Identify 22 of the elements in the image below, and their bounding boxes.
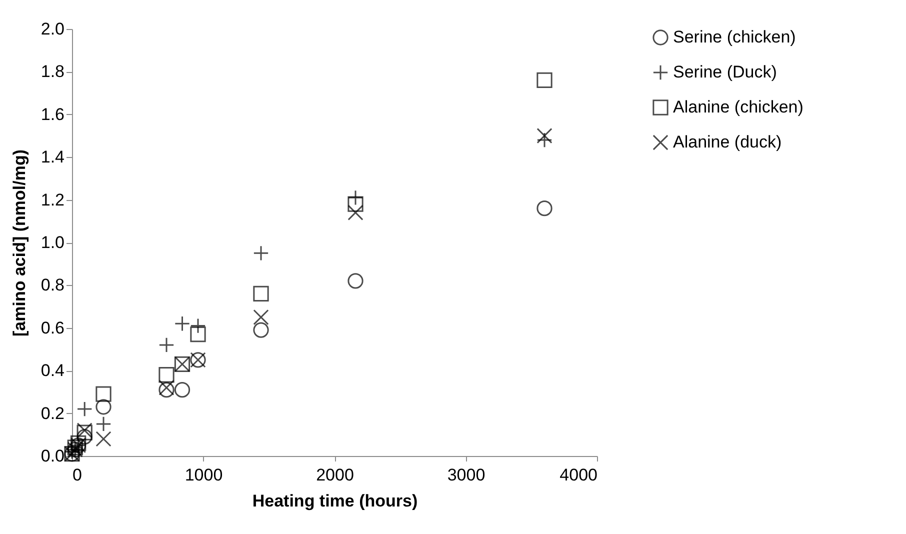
legend-label: Alanine (duck): [673, 132, 782, 152]
x-axis-title: Heating time (hours): [252, 492, 418, 510]
y-tick-label: 0.0: [40, 446, 64, 466]
y-tick-label: 1.4: [40, 148, 64, 167]
x-tick-label: 1000: [184, 466, 223, 484]
y-tick-label: 0.8: [40, 276, 64, 295]
x-tick-label: 3000: [447, 466, 486, 484]
x-tick-label: 0: [72, 466, 82, 484]
y-tick-label: 1.8: [40, 62, 64, 82]
y-tick-label: 1.0: [40, 233, 64, 252]
legend-label: Serine (Duck): [673, 62, 777, 82]
x-tick-label: 2000: [316, 466, 354, 484]
y-axis-title: [amino acid] (nmol/mg): [10, 150, 29, 336]
y-tick-label: 2.0: [40, 20, 64, 38]
legend-label: Alanine (chicken): [673, 98, 804, 116]
y-tick-label: 1.6: [40, 104, 64, 124]
y-tick-label: 0.2: [40, 404, 64, 423]
y-tick-label: 0.6: [40, 318, 64, 338]
x-tick-label: 4000: [560, 466, 598, 484]
y-tick-label: 0.4: [40, 361, 64, 380]
y-tick-label: 1.2: [40, 190, 64, 210]
legend-label: Serine (chicken): [673, 28, 796, 46]
